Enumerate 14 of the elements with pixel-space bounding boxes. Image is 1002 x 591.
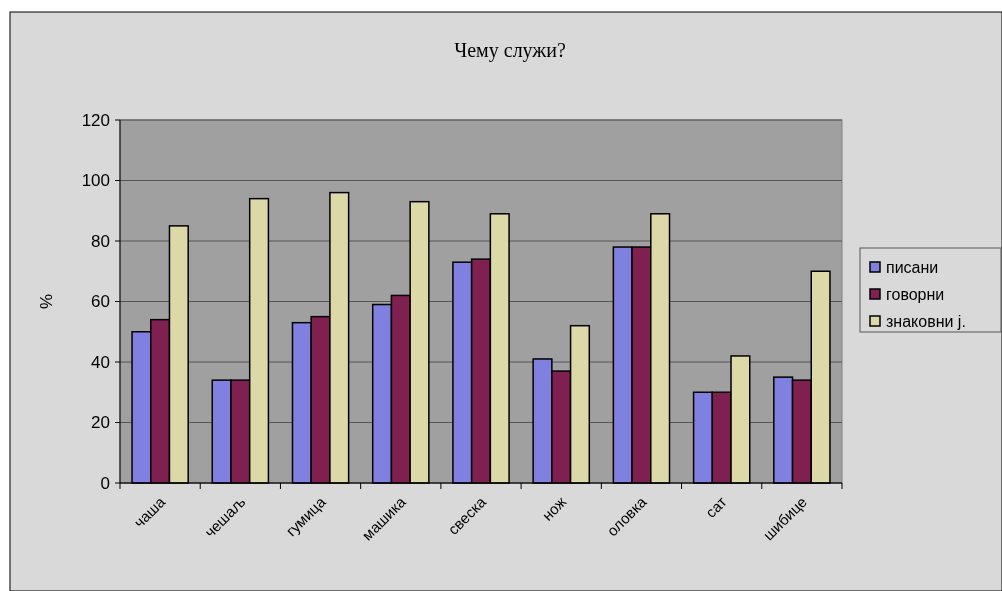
legend-label: знаковни ј. [886, 312, 966, 330]
y-tick-label: 40 [91, 352, 110, 372]
x-tick-label: нож [538, 493, 570, 524]
y-tick-label: 120 [81, 110, 110, 130]
y-axis-title: % [37, 293, 56, 310]
y-tick-label: 100 [81, 171, 110, 191]
legend-label: говорни [886, 285, 945, 303]
x-tick-label: сат [701, 493, 730, 521]
chart-title: Чему служи? [454, 39, 566, 62]
y-tick-label: 80 [91, 231, 110, 251]
legend-label: писани [886, 258, 939, 276]
y-tick-label: 60 [91, 292, 110, 312]
y-tick-label: 20 [91, 413, 110, 433]
y-tick-label: 0 [100, 473, 110, 493]
